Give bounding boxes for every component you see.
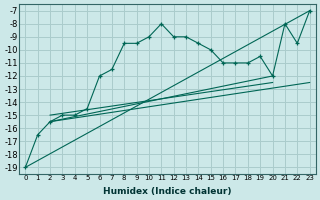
X-axis label: Humidex (Indice chaleur): Humidex (Indice chaleur)	[103, 187, 232, 196]
